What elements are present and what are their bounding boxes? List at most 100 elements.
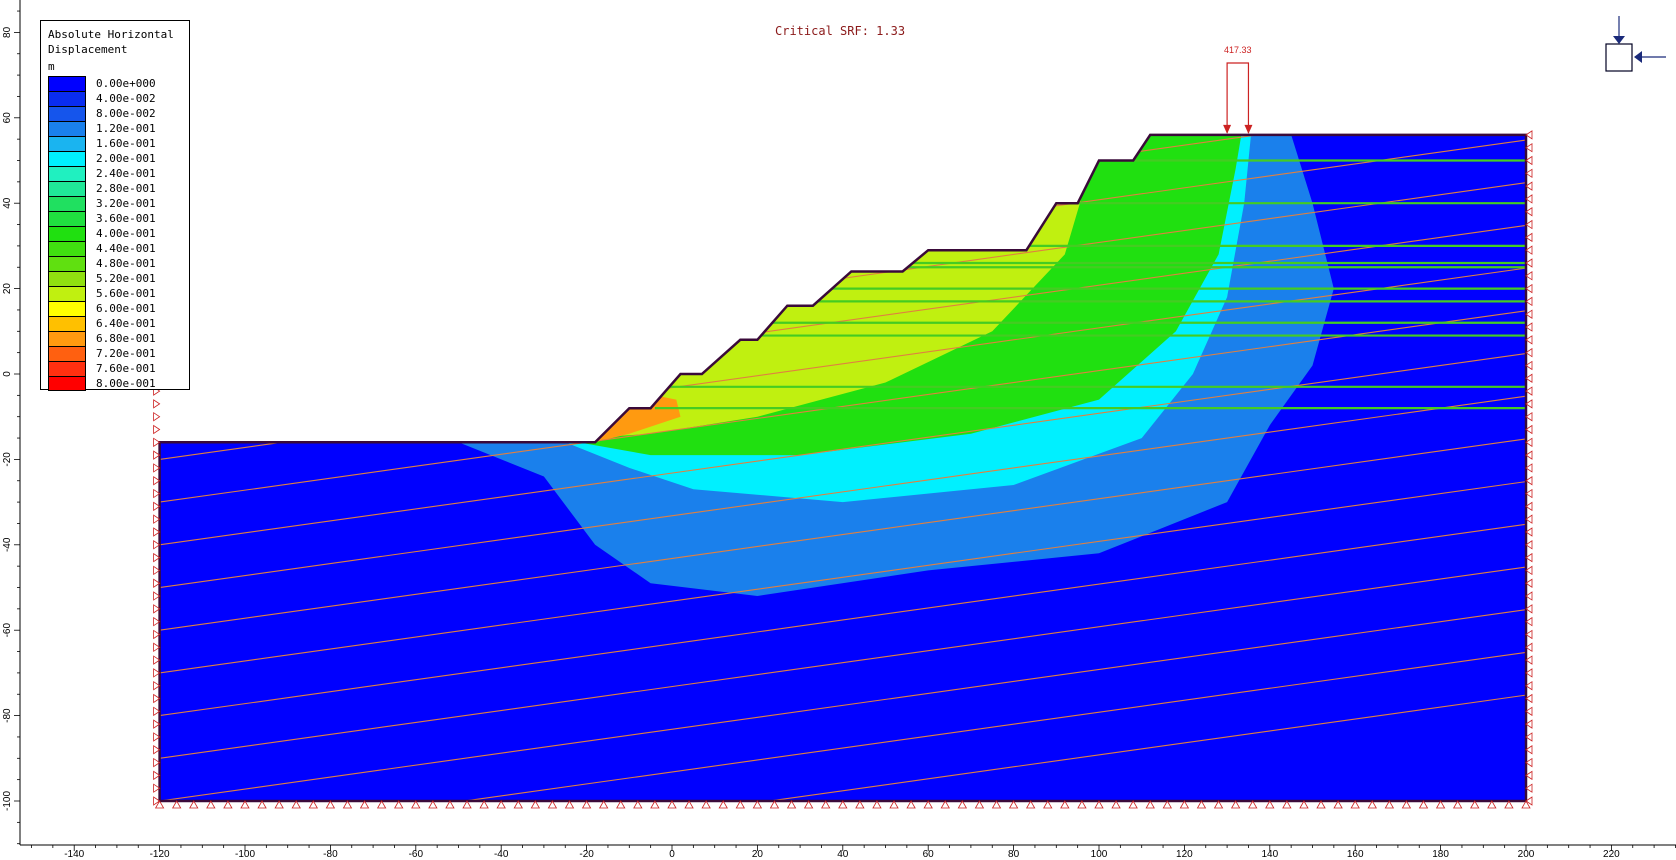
restraint-marker: [1145, 800, 1155, 809]
legend-swatch: [48, 211, 86, 226]
restraint-marker: [1265, 800, 1275, 809]
restraint-marker: [838, 800, 848, 809]
legend-label: 4.00e-002: [96, 92, 156, 105]
legend-label: 7.20e-001: [96, 347, 156, 360]
restraint-marker: [257, 800, 267, 809]
legend-entry: 4.80e-001: [48, 256, 188, 271]
joint-line: [138, 0, 1547, 121]
restraint-marker: [1525, 783, 1533, 793]
restraint-marker: [1282, 800, 1292, 809]
restraint-marker: [1008, 800, 1019, 809]
load-magnitude-label: 417.33: [1224, 45, 1252, 55]
restraint-marker: [1525, 450, 1533, 460]
restraint-marker: [153, 424, 161, 435]
critical-srf-label: Critical SRF: 1.33: [775, 24, 906, 38]
legend-swatch: [48, 226, 86, 241]
restraint-marker: [1248, 800, 1258, 809]
restraint-marker: [342, 800, 353, 809]
restraint-marker: [189, 800, 199, 809]
restraint-marker: [153, 411, 161, 422]
restraint-marker: [1525, 155, 1533, 166]
restraint-marker: [153, 680, 161, 691]
restraint-marker: [394, 800, 404, 809]
restraint-marker: [153, 629, 161, 640]
restraint-marker: [1333, 800, 1343, 809]
restraint-marker: [1525, 693, 1533, 704]
x-axis-tick-label: -20: [579, 849, 594, 860]
x-axis-tick-label: 160: [1347, 849, 1364, 860]
restraint-marker: [530, 800, 541, 809]
restraint-marker: [153, 437, 161, 448]
x-axis-tick-label: 200: [1518, 849, 1535, 860]
restraint-marker: [991, 800, 1002, 809]
legend-label: 1.60e-001: [96, 137, 156, 150]
y-axis-tick-label: -60: [2, 623, 13, 638]
joint-line: [159, 563, 1527, 762]
restraint-marker: [650, 800, 660, 809]
y-axis-tick-label: -40: [2, 537, 13, 552]
x-axis-tick-label: -140: [64, 849, 84, 860]
restraint-marker: [633, 800, 643, 809]
legend-entry: 4.00e-001: [48, 226, 188, 241]
joint-line: [159, 435, 1527, 634]
legend-entry: 6.80e-001: [48, 331, 188, 346]
restraint-marker: [153, 757, 161, 768]
legend-label: 4.40e-001: [96, 242, 156, 255]
restraint-marker: [1525, 501, 1533, 512]
legend-swatch: [48, 361, 86, 376]
restraint-marker: [153, 745, 161, 755]
x-axis-tick-label: 140: [1261, 849, 1278, 860]
legend-entry: 2.40e-001: [48, 166, 188, 181]
restraint-marker: [735, 800, 746, 809]
legend-entry: 5.20e-001: [48, 271, 188, 286]
restraint-marker: [1525, 540, 1533, 550]
restraint-marker: [1525, 578, 1533, 588]
restraint-marker: [153, 706, 161, 717]
legend-swatch: [48, 181, 86, 196]
contour-layer: [138, 0, 1547, 801]
restraint-marker: [1525, 463, 1533, 473]
y-axis-tick-label: 80: [2, 26, 13, 38]
legend-swatch: [48, 76, 86, 91]
restraint-marker: [1525, 796, 1533, 806]
restraint-marker: [1504, 800, 1514, 809]
restraint-marker: [803, 800, 814, 809]
restraint-marker: [1487, 800, 1497, 809]
legend-entry: 7.20e-001: [48, 346, 188, 361]
legend-swatch: [48, 196, 86, 211]
restraint-marker: [1525, 411, 1533, 422]
restraint-marker: [153, 770, 161, 781]
restraint-marker: [206, 800, 216, 809]
restraint-marker: [1525, 322, 1533, 332]
restraint-marker: [872, 800, 882, 809]
restraint-marker: [1043, 800, 1053, 809]
restraint-marker: [1435, 800, 1446, 809]
restraint-marker: [153, 450, 161, 460]
restraint-marker: [462, 800, 472, 809]
legend-label: 8.00e-002: [96, 107, 156, 120]
legend-title: Absolute Horizontal Displacement: [48, 27, 174, 57]
legend-label: 8.00e-001: [96, 377, 156, 390]
restraint-marker: [153, 540, 161, 550]
restraint-marker: [1525, 271, 1533, 281]
restraint-marker: [1525, 347, 1533, 358]
legend-entry: 7.60e-001: [48, 361, 188, 376]
y-axis: 80 60 40 20 0 -20 -40 -60 -80 -100: [2, 0, 21, 845]
legend-entry: 1.20e-001: [48, 121, 188, 136]
restraint-marker: [1521, 800, 1531, 809]
x-axis-tick-label: 60: [923, 849, 935, 860]
axis-orientation-icon: [1605, 16, 1666, 72]
x-axis-tick-label: 180: [1432, 849, 1449, 860]
legend-swatch: [48, 376, 86, 391]
legend-swatch: [48, 166, 86, 181]
restraint-marker: [616, 800, 626, 809]
legend-title-line2: Displacement: [48, 43, 128, 56]
restraint-marker: [1525, 399, 1533, 409]
restraint-marker: [153, 783, 161, 793]
restraint-marker: [1525, 232, 1533, 243]
restraint-marker: [445, 800, 455, 809]
restraint-marker: [153, 693, 161, 704]
legend-entry: 3.60e-001: [48, 211, 188, 226]
legend-label: 5.60e-001: [96, 287, 156, 300]
restraint-marker: [1525, 181, 1533, 191]
